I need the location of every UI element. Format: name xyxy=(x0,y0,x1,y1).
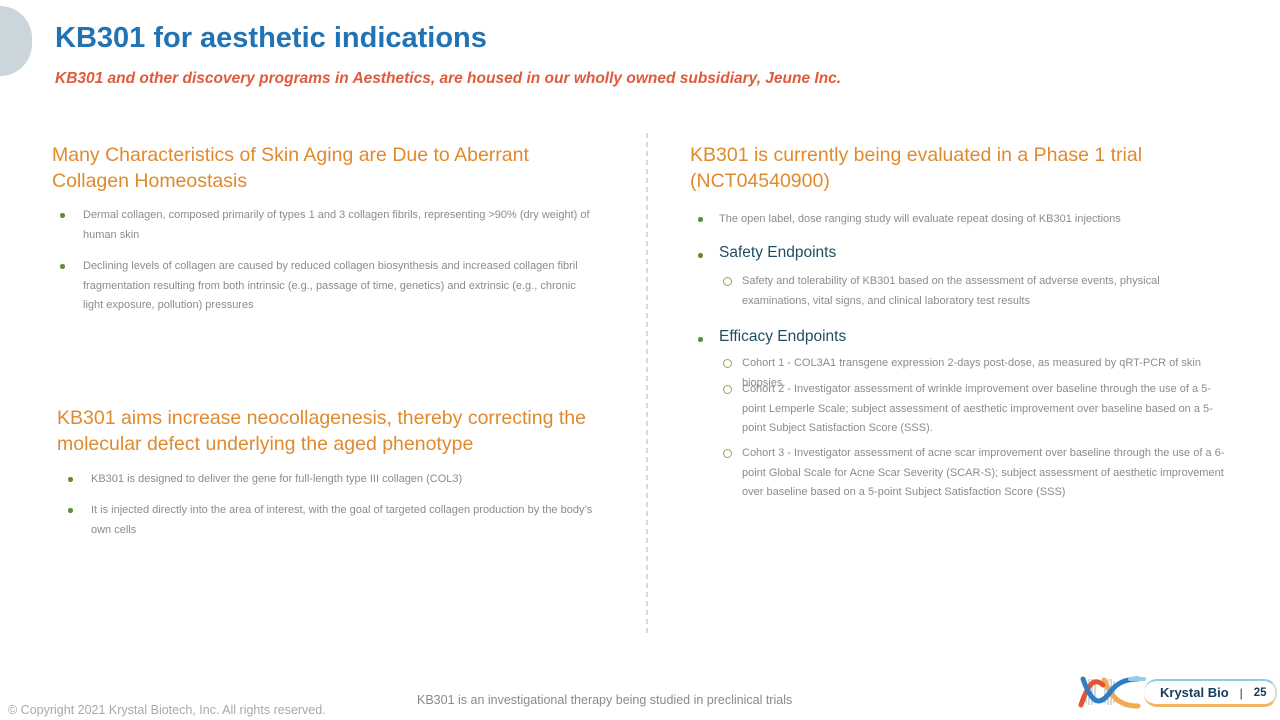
bullet-text: It is injected directly into the area of… xyxy=(91,504,593,536)
sub-bullet-text: Cohort 3 - Investigator assessment of ac… xyxy=(742,447,1225,498)
bullet-dot-icon xyxy=(698,217,703,222)
efficacy-endpoints-header: Efficacy Endpoints xyxy=(698,328,846,346)
slide-subtitle: KB301 and other discovery programs in Ae… xyxy=(55,70,842,87)
circle-bullet-icon xyxy=(723,277,732,286)
page-title: KB301 for aesthetic indications xyxy=(55,22,487,54)
disclaimer-text: KB301 is an investigational therapy bein… xyxy=(417,693,793,707)
circle-bullet-icon xyxy=(723,449,732,458)
bullet-item: Declining levels of collagen are caused … xyxy=(60,257,590,316)
sub-bullet-item: Cohort 3 - Investigator assessment of ac… xyxy=(723,444,1233,503)
brand-badge: Krystal Bio | 25 xyxy=(1144,679,1277,707)
circle-bullet-icon xyxy=(723,385,732,394)
bullet-text: KB301 is designed to deliver the gene fo… xyxy=(91,473,463,485)
bullet-dot-icon xyxy=(60,264,65,269)
sub-bullet-text: Cohort 2 - Investigator assessment of wr… xyxy=(742,383,1213,434)
bullet-text: Declining levels of collagen are caused … xyxy=(83,260,578,311)
right-section-heading: KB301 is currently being evaluated in a … xyxy=(690,144,1143,192)
bullet-dot-icon xyxy=(60,213,65,218)
bullet-item: It is injected directly into the area of… xyxy=(68,501,598,540)
brand-name: Krystal Bio xyxy=(1160,685,1229,700)
sub-bullet-item: Safety and tolerability of KB301 based o… xyxy=(723,272,1233,311)
column-divider xyxy=(646,133,648,633)
bullet-item: The open label, dose ranging study will … xyxy=(698,210,1213,230)
bullet-dot-icon xyxy=(68,508,73,513)
left-section1-heading: Many Characteristics of Skin Aging are D… xyxy=(52,144,529,192)
endpoint-label: Safety Endpoints xyxy=(719,244,837,261)
brand-separator: | xyxy=(1239,685,1243,700)
bullet-text: Dermal collagen, composed primarily of t… xyxy=(83,209,590,241)
bullet-item: KB301 is designed to deliver the gene fo… xyxy=(68,470,598,490)
sub-bullet-text: Cohort 1 - COL3A1 transgene expression 2… xyxy=(742,357,1201,389)
sub-bullet-text: Safety and tolerability of KB301 based o… xyxy=(742,275,1160,307)
left-section2-heading: KB301 aims increase neocollagenesis, the… xyxy=(57,407,586,455)
dna-helix-logo-icon xyxy=(1078,676,1146,709)
page-number: 25 xyxy=(1253,686,1267,699)
safety-endpoints-header: Safety Endpoints xyxy=(698,244,836,262)
endpoint-label: Efficacy Endpoints xyxy=(719,328,847,345)
sub-bullet-item: Cohort 1 - COL3A1 transgene expression 2… xyxy=(723,354,1233,393)
bullet-dot-icon xyxy=(68,477,73,482)
bullet-text: The open label, dose ranging study will … xyxy=(719,213,1121,225)
sub-bullet-item: Cohort 2 - Investigator assessment of wr… xyxy=(723,380,1233,439)
copyright-text: © Copyright 2021 Krystal Biotech, Inc. A… xyxy=(8,703,326,717)
circle-bullet-icon xyxy=(723,359,732,368)
bullet-dot-icon xyxy=(698,337,703,342)
bullet-item: Dermal collagen, composed primarily of t… xyxy=(60,206,590,245)
corner-semicircle-decoration xyxy=(0,6,32,76)
bullet-dot-icon xyxy=(698,253,703,258)
